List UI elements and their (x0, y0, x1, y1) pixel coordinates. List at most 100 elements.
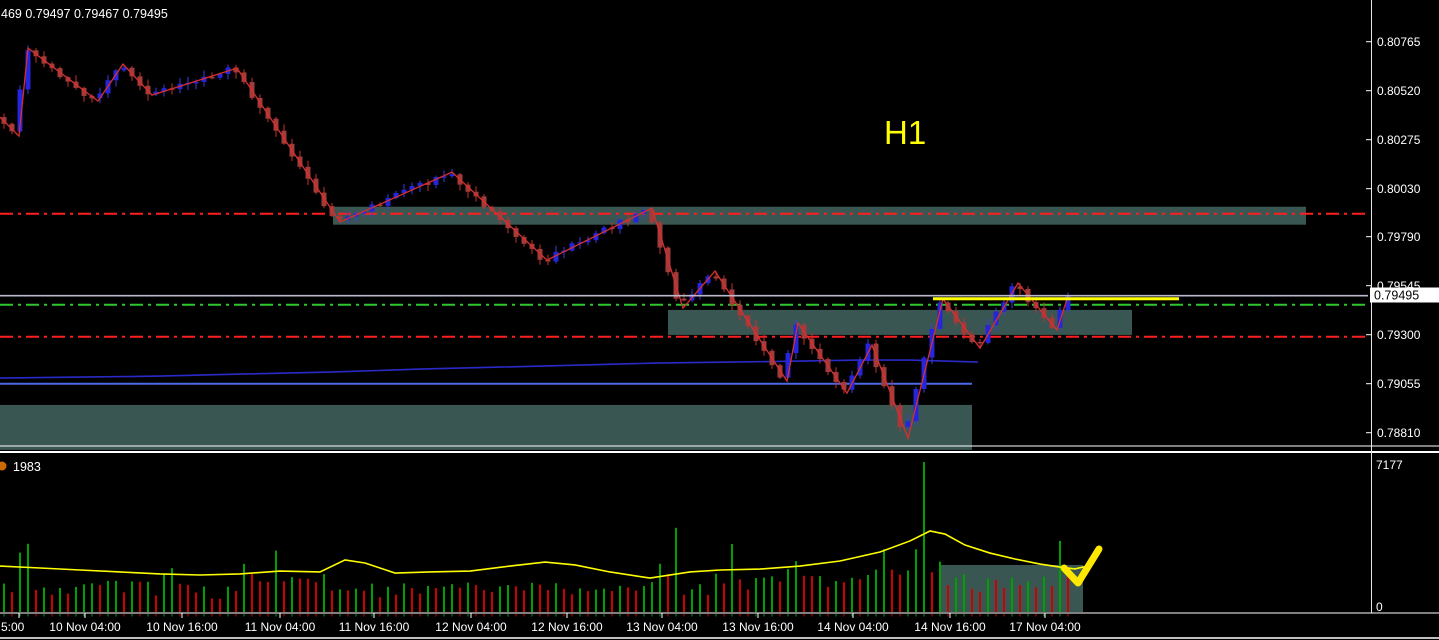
volume-bar (675, 527, 677, 612)
volume-bar (523, 590, 525, 612)
volume-bar (995, 579, 997, 612)
volume-bar (275, 550, 277, 612)
volume-bar (979, 591, 981, 612)
price-tick-label: 0.79055 (1377, 377, 1421, 391)
candle-body (417, 182, 423, 187)
candle-body (385, 197, 391, 206)
candle-body (521, 236, 527, 244)
volume-bar (363, 590, 365, 612)
volume-bar (715, 573, 717, 612)
volume-bar (587, 591, 589, 612)
time-tick-label: 10 Nov 16:00 (146, 620, 218, 634)
volume-bar (1043, 576, 1045, 612)
volume-bars (3, 462, 1069, 612)
volume-bar (771, 576, 773, 612)
candle-body (937, 302, 943, 329)
volume-bar (1027, 581, 1029, 612)
volume-bar (419, 593, 421, 612)
time-tick-label: 12 Nov 04:00 (435, 620, 507, 634)
volume-bar (123, 592, 125, 612)
volume-bar (835, 581, 837, 612)
price-tick-label: 0.80765 (1377, 35, 1421, 49)
candle-body (625, 219, 631, 223)
price-tick-label: 0.79545 (1377, 279, 1421, 293)
demand-zone-lower (0, 404, 972, 450)
time-tick-label: 17 Nov 04:00 (1009, 620, 1081, 634)
price-tick-label: 0.80275 (1377, 133, 1421, 147)
volume-bar (627, 587, 629, 612)
volume-bar (859, 579, 861, 612)
volume-bar (211, 598, 213, 612)
time-tick-label: 14 Nov 16:00 (914, 620, 986, 634)
candle-body (681, 298, 687, 301)
volume-bar (635, 590, 637, 612)
volume-bar (3, 583, 5, 612)
candle-body (153, 91, 159, 95)
candle-body (633, 213, 639, 223)
volume-bar (1035, 587, 1037, 612)
volume-bar (499, 586, 501, 612)
volume-bar (99, 584, 101, 612)
candle-body (1065, 295, 1071, 310)
candle-body (513, 228, 519, 237)
candle-body (9, 123, 15, 132)
volume-bar (443, 586, 445, 612)
candle-body (25, 50, 31, 90)
volume-bar (843, 582, 845, 612)
volume-bar (267, 581, 269, 612)
volume-bar (131, 581, 133, 612)
checkmark-icon (1060, 545, 1103, 587)
volume-bar (619, 585, 621, 612)
volume-bar (1067, 570, 1069, 612)
volume-bar (971, 588, 973, 612)
volume-bar (435, 588, 437, 612)
volume-bar (539, 584, 541, 612)
time-tick-label: 11 Nov 16:00 (339, 620, 410, 634)
candle-body (577, 242, 583, 244)
volume-bar (163, 573, 165, 612)
volume-bar (187, 585, 189, 612)
price-ma-line (0, 359, 979, 379)
candle-body (425, 182, 431, 185)
volume-bar (475, 585, 477, 612)
candle-body (361, 211, 367, 214)
volume-bar (515, 586, 517, 612)
time-tick-label: 10 Nov 04:00 (49, 620, 121, 634)
price-tick-label: 0.80030 (1377, 182, 1421, 196)
candle-body (545, 259, 551, 262)
candle-body (65, 77, 71, 82)
candle-body (209, 76, 215, 79)
volume-bar (75, 586, 77, 612)
volume-bar (931, 572, 933, 612)
volume-bar (731, 544, 733, 612)
volume-bar (1019, 585, 1021, 612)
volume-bar (483, 590, 485, 612)
volume-bar (987, 578, 989, 612)
volume-bar (747, 589, 749, 612)
candle-body (977, 341, 983, 344)
volume-bar (1059, 540, 1061, 612)
candle-body (97, 93, 103, 99)
price-tick-label: 0.78810 (1377, 426, 1421, 440)
volume-bar (43, 587, 45, 612)
volume-bar (147, 581, 149, 612)
volume-bar (235, 590, 237, 612)
volume-bar (571, 594, 573, 612)
time-tick-label: 13 Nov 04:00 (626, 620, 698, 634)
volume-bar (1051, 586, 1053, 612)
volume-bar (307, 578, 309, 612)
volume-bar (555, 583, 557, 612)
candle-body (553, 251, 559, 262)
candle-body (337, 215, 343, 220)
supply-zone-upper (333, 206, 1306, 225)
volume-bar (955, 577, 957, 612)
time-axis-labels: 5:00 10 Nov 04:00 10 Nov 16:00 11 Nov 04:00… (1, 613, 1081, 634)
price-tick-label: 0.80520 (1377, 84, 1421, 98)
candle-body (601, 227, 607, 234)
volume-bar (819, 576, 821, 612)
candle-body (593, 233, 599, 241)
volume-bar (939, 561, 941, 612)
candle-body (433, 177, 439, 185)
volume-bar (491, 592, 493, 612)
